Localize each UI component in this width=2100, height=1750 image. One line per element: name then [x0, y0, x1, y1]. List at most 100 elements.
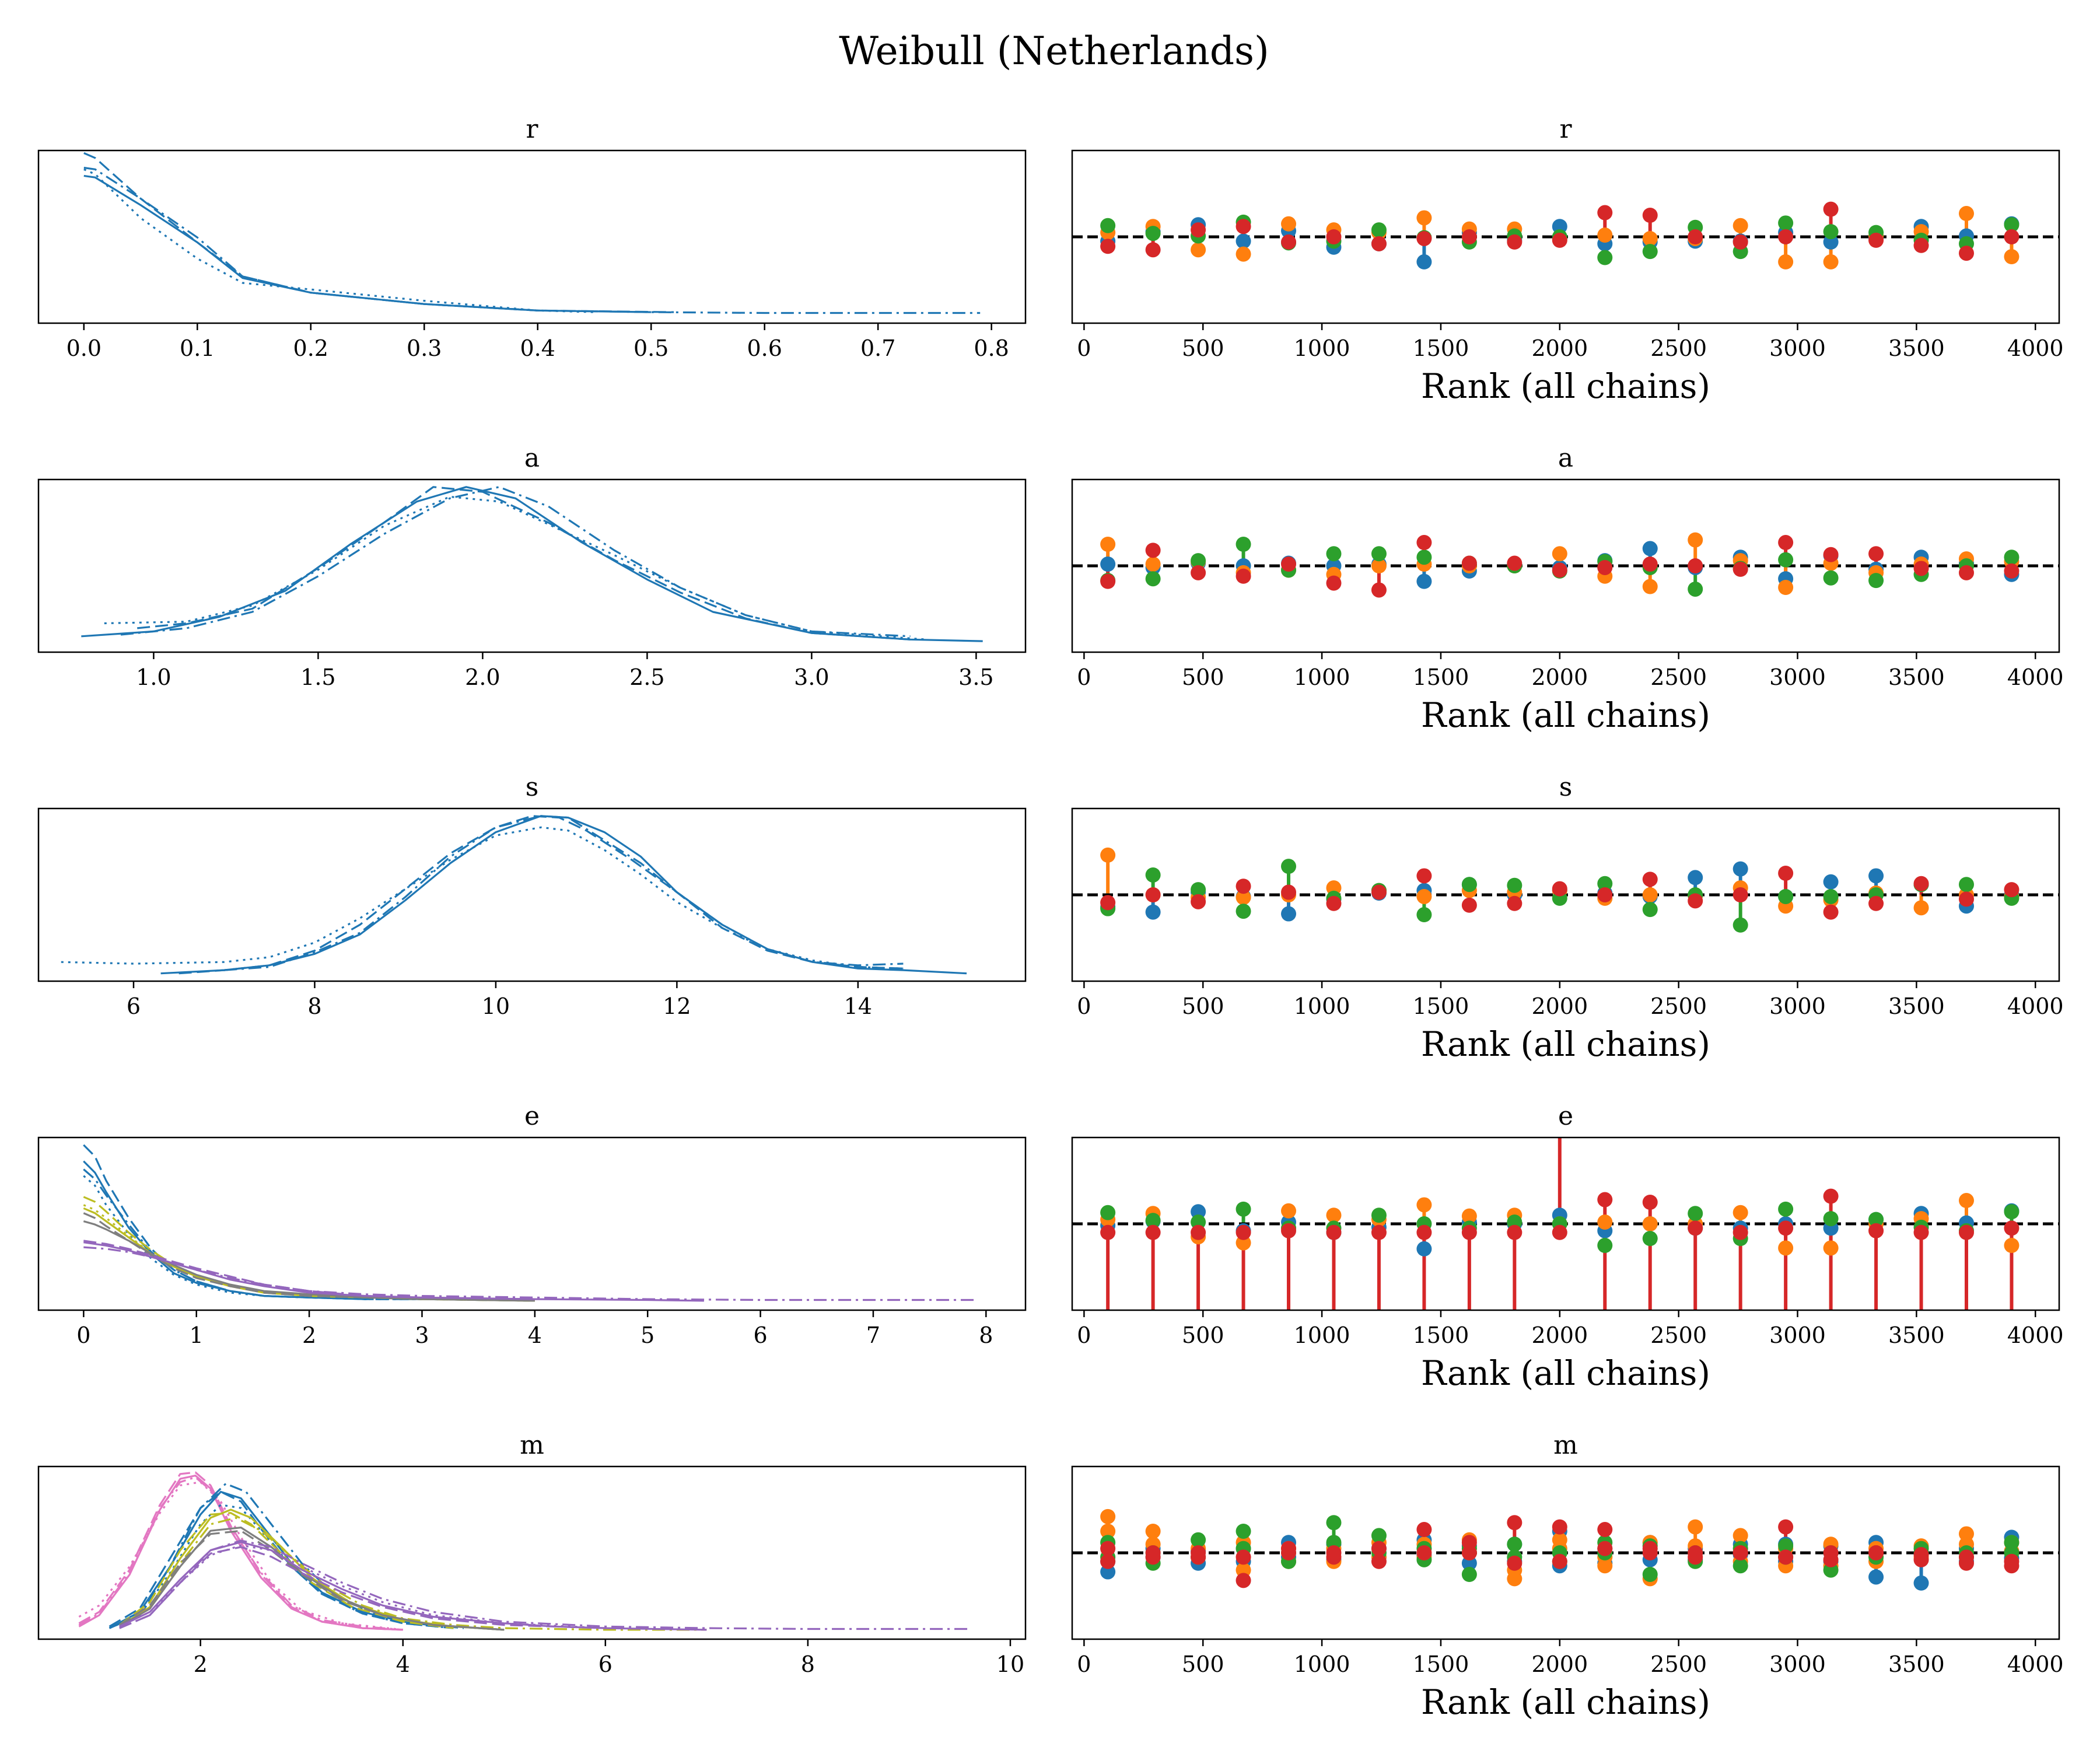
rank-marker — [2004, 249, 2020, 265]
x-tick-label: 0.2 — [293, 335, 328, 361]
density-line — [83, 1168, 535, 1302]
x-tick-label: 4000 — [2007, 993, 2064, 1019]
rank-marker — [1823, 547, 1839, 562]
x-tick-label: 500 — [1182, 1651, 1224, 1677]
rank-marker — [1100, 218, 1116, 233]
rank-marker — [1778, 215, 1794, 231]
rank-marker — [1552, 562, 1567, 578]
rank-marker — [1236, 1562, 1251, 1578]
x-tick-label: 7 — [866, 1322, 880, 1348]
x-tick-label: 0.1 — [180, 335, 215, 361]
rank-marker — [1281, 216, 1297, 232]
x-tick-label: 1500 — [1413, 1322, 1469, 1348]
axes-frame — [37, 478, 1027, 653]
rank-panel-s: s 0 500 1000 1500 2000 2500 3000 3500 4000 Rank (a… — [1071, 772, 2064, 1064]
rank-marker — [1416, 230, 1432, 246]
rank-marker — [1868, 1569, 1884, 1585]
rank-marker — [1597, 559, 1613, 575]
panel-title: m — [520, 1430, 544, 1460]
x-tick-label: 2500 — [1650, 1651, 1707, 1677]
rank-marker — [1597, 1541, 1613, 1556]
rank-marker — [1236, 1201, 1251, 1217]
rank-marker — [1326, 1515, 1342, 1531]
rank-marker — [1191, 222, 1206, 238]
x-tick-label: 4000 — [2007, 1651, 2064, 1677]
rank-marker — [1958, 891, 1974, 907]
rank-marker — [1958, 877, 1974, 892]
plot-area — [83, 1144, 975, 1302]
density-line — [137, 486, 911, 640]
rank-panel-r: r 0 500 1000 1500 2000 2500 3000 3500 4000 Rank (a… — [1071, 114, 2064, 406]
plot-area — [1072, 1508, 2059, 1591]
rank-marker — [1326, 895, 1342, 911]
rank-marker — [1732, 887, 1748, 902]
rank-marker — [1145, 1213, 1161, 1228]
x-tick-label: 10 — [482, 993, 510, 1019]
rank-marker — [1326, 229, 1342, 244]
kde-panel-e: e 0 1 2 3 4 5 6 7 8 — [37, 1101, 1027, 1348]
x-tick-label: 5 — [640, 1322, 654, 1348]
rank-marker — [1597, 1192, 1613, 1208]
x-tick-label: 2.5 — [629, 664, 664, 690]
rank-marker — [1191, 242, 1206, 258]
rank-marker — [1597, 1238, 1613, 1253]
rank-marker — [1642, 541, 1658, 556]
x-tick-label: 0 — [1077, 1322, 1091, 1348]
rank-marker — [1461, 1567, 1477, 1582]
rank-marker — [1326, 1535, 1342, 1550]
x-tick-label: 1 — [190, 1322, 204, 1348]
rank-marker — [1732, 917, 1748, 933]
rank-marker — [2004, 1220, 2020, 1236]
rank-marker — [1597, 1214, 1613, 1230]
rank-marker — [1371, 546, 1387, 562]
rank-marker — [1823, 570, 1839, 586]
rank-marker — [1958, 565, 1974, 580]
density-line — [119, 1546, 606, 1629]
rank-marker — [1823, 904, 1839, 920]
density-line — [83, 1246, 975, 1301]
rank-marker — [1507, 1515, 1522, 1531]
x-tick-label: 12 — [663, 993, 691, 1019]
x-tick-label: 3000 — [1769, 993, 1826, 1019]
rank-marker — [1371, 1541, 1387, 1556]
rank-marker — [1191, 565, 1206, 580]
x-tick-label: 1.5 — [300, 664, 335, 690]
rank-marker — [1778, 1220, 1794, 1236]
rank-marker — [1688, 1220, 1703, 1236]
rank-marker — [1507, 555, 1522, 571]
rank-marker — [1958, 206, 1974, 222]
x-tick-label: 1500 — [1413, 335, 1469, 361]
rank-marker — [1236, 878, 1251, 894]
rank-marker — [1461, 897, 1477, 913]
rank-marker — [1145, 542, 1161, 558]
density-line — [83, 168, 595, 313]
axes-frame — [37, 1136, 1027, 1311]
x-tick-label: 4000 — [2007, 335, 2064, 361]
x-tick-label: 3500 — [1888, 1651, 1945, 1677]
rank-marker — [1552, 1224, 1567, 1240]
panel-title: m — [1553, 1430, 1578, 1460]
kde-panel-a: a 1.0 1.5 2.0 2.5 3.0 3.5 — [37, 443, 1027, 690]
rank-panel-a: a 0 500 1000 1500 2000 2500 3000 3500 4000 Rank (a… — [1071, 443, 2064, 735]
plot-area — [1072, 847, 2059, 933]
rank-marker — [1958, 1224, 1974, 1240]
rank-marker — [1823, 1188, 1839, 1204]
rank-marker — [1416, 1224, 1432, 1240]
rank-marker — [1823, 1240, 1839, 1256]
rank-marker — [1281, 884, 1297, 900]
rank-marker — [1597, 1522, 1613, 1538]
rank-marker — [2004, 882, 2020, 898]
density-line — [118, 1512, 454, 1629]
x-tick-label: 1500 — [1413, 993, 1469, 1019]
x-tick-label: 3500 — [1888, 1322, 1945, 1348]
density-line — [78, 1481, 403, 1631]
density-line — [119, 1539, 970, 1630]
kde-panel-s: s 6 8 10 12 14 — [37, 772, 1027, 1019]
density-line — [178, 815, 904, 975]
rank-marker — [1913, 561, 1929, 576]
rank-marker — [1371, 884, 1387, 900]
x-tick-label: 8 — [801, 1651, 815, 1677]
x-tick-label: 1000 — [1294, 664, 1350, 690]
rank-marker — [2004, 1238, 2020, 1253]
rank-marker — [1236, 233, 1251, 249]
